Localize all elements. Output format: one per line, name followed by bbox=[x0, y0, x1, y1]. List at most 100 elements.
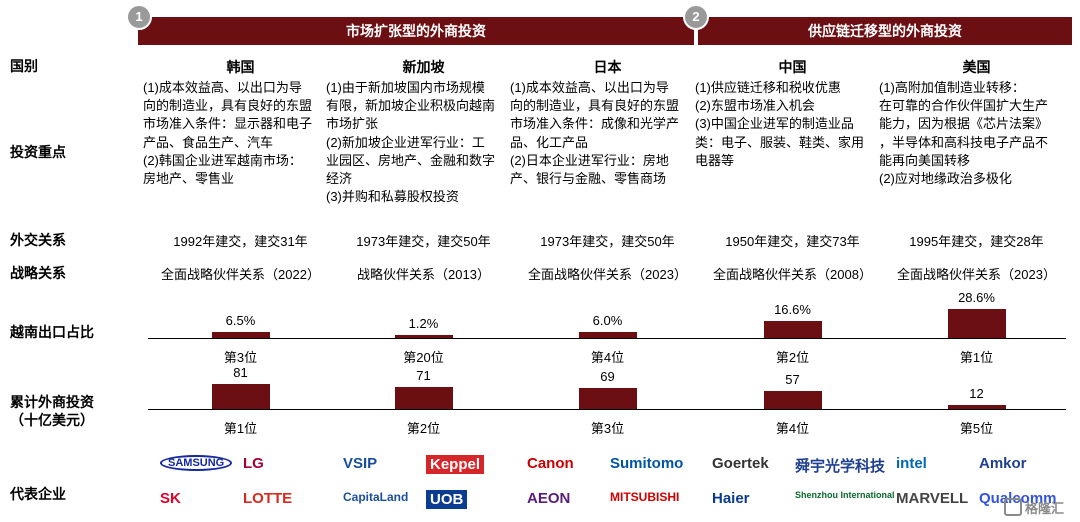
focus-line: 电器等 bbox=[695, 152, 735, 168]
export-share-bar-1 bbox=[395, 335, 453, 338]
company-logo-0-1: LG bbox=[243, 455, 264, 472]
export-rank-1: 第20位 bbox=[403, 350, 444, 365]
focus-line: (1)由于新加坡国内市场规模 bbox=[326, 80, 485, 95]
group2-number-badge: 2 bbox=[683, 4, 709, 30]
fdi-rank-2: 第3位 bbox=[590, 421, 625, 436]
row-label-focus: 投资重点 bbox=[10, 144, 66, 160]
focus-line: (2)新加坡企业进军行业：工 bbox=[326, 134, 485, 150]
diplomatic-relation-3: 1950年建交，建交73年 bbox=[725, 234, 860, 249]
focus-line: 类：电子、服装、鞋类、家用 bbox=[695, 134, 865, 150]
fdi-label-1: 71 bbox=[416, 367, 431, 383]
focus-line: 业园区、房地产、金融和数字 bbox=[326, 152, 496, 168]
fdi-bar-2 bbox=[579, 387, 637, 409]
focus-line: (1)高附加值制造业转移： bbox=[879, 80, 1025, 95]
company-logo-0-0: SAMSUNG bbox=[160, 455, 233, 471]
row-label-country: 国别 bbox=[10, 58, 38, 74]
company-logo-2-0: Canon bbox=[527, 455, 574, 472]
company-logo-3-3: Shenzhou International bbox=[795, 490, 895, 500]
row-label-export-share: 越南出口占比 bbox=[10, 324, 94, 340]
company-logo-1-2: CapitaLand bbox=[343, 490, 409, 504]
export-share-bar-0 bbox=[212, 331, 270, 338]
row-label-companies: 代表企业 bbox=[10, 486, 66, 502]
export-rank-3: 第2位 bbox=[775, 350, 810, 365]
export-rank-4: 第1位 bbox=[959, 350, 994, 365]
diplomatic-relation-4: 1995年建交，建交28年 bbox=[909, 234, 1044, 249]
strategic-relation-0: 全面战略伙伴关系（2022） bbox=[161, 267, 320, 282]
group1-header: 市场扩张型的外商投资 bbox=[138, 17, 694, 45]
company-logo-3-1: 舜宇光学科技 bbox=[795, 458, 886, 475]
company-logo-2-2: AEON bbox=[527, 490, 571, 507]
company-logo-1-3: UOB bbox=[426, 490, 468, 509]
focus-line: 市场准入条件：成像和光学产 bbox=[510, 116, 680, 132]
export-share-bar-3 bbox=[764, 321, 822, 338]
investment-focus-1: (1)由于新加坡国内市场规模 有限，新加坡企业积极向越南 市场扩张 (2)新加坡企业进… bbox=[326, 79, 509, 206]
focus-line: (3)并购和私募股权投资 bbox=[326, 189, 459, 205]
focus-line: (1)成本效益高、以出口为导 bbox=[143, 80, 302, 95]
strategic-relation-4: 全面战略伙伴关系（2023） bbox=[897, 267, 1056, 282]
diplomatic-relation-2: 1973年建交，建交50年 bbox=[540, 234, 675, 249]
country-name-1: 新加坡 bbox=[402, 59, 445, 75]
focus-line: 市场扩张 bbox=[326, 116, 379, 132]
focus-line: ，半导体和高科技电子产品不 bbox=[879, 134, 1049, 150]
company-logo-3-0: Goertek bbox=[712, 455, 769, 472]
strategic-relation-2: 全面战略伙伴关系（2023） bbox=[528, 267, 687, 282]
investment-focus-3: (1)供应链迁移和税收优惠 (2)东盟市场准入机会 (3)中国企业进军的制造业品 类：… bbox=[695, 79, 878, 170]
country-name-3: 中国 bbox=[778, 59, 807, 75]
row-label-diplomatic: 外交关系 bbox=[10, 232, 66, 248]
focus-line: (1)成本效益高、以出口为导 bbox=[510, 80, 669, 95]
focus-line: (3)中国企业进军的制造业品 bbox=[695, 116, 854, 132]
company-logo-4-0: intel bbox=[896, 455, 927, 472]
investment-focus-0: (1)成本效益高、以出口为导 向的制造业，具有良好的东盟 市场准入条件：显示器和电子… bbox=[143, 79, 326, 188]
company-logo-0-2: SK bbox=[160, 490, 181, 507]
focus-line: 产品、食品生产、汽车 bbox=[143, 134, 274, 150]
group1-number-badge: 1 bbox=[126, 4, 152, 30]
country-name-2: 日本 bbox=[593, 59, 622, 75]
watermark-text: 格隆汇 bbox=[1025, 501, 1065, 516]
fdi-bar-3 bbox=[764, 391, 822, 409]
investment-focus-4: (1)高附加值制造业转移： 在可靠的合作伙伴国扩大生产 能力，因为根据《芯片法案》 ，… bbox=[879, 79, 1062, 188]
export-share-bar-2 bbox=[579, 332, 637, 338]
fdi-label-0: 81 bbox=[233, 364, 248, 380]
export-share-label-1: 1.2% bbox=[408, 316, 439, 331]
row-label-strategic: 战略关系 bbox=[10, 265, 66, 281]
fdi-label-2: 69 bbox=[600, 368, 615, 384]
focus-line: 品、化工产品 bbox=[510, 134, 589, 150]
group2-title: 供应链迁移型的外商投资 bbox=[808, 23, 962, 39]
watermark: 格隆汇 bbox=[1004, 498, 1064, 517]
investment-focus-2: (1)成本效益高、以出口为导 向的制造业，具有良好的东盟 市场准入条件：成像和光学产… bbox=[510, 79, 693, 188]
focus-line: (2)日本企业进军行业：房地 bbox=[510, 152, 669, 168]
fdi-rank-3: 第4位 bbox=[775, 421, 810, 436]
country-name-0: 韩国 bbox=[226, 59, 255, 75]
fdi-bar-1 bbox=[395, 386, 453, 409]
fdi-bar-0 bbox=[212, 383, 270, 409]
export-share-label-3: 16.6% bbox=[774, 302, 811, 318]
focus-line: (1)供应链迁移和税收优惠 bbox=[695, 80, 841, 95]
fdi-baseline bbox=[148, 409, 1066, 410]
country-name-4: 美国 bbox=[962, 59, 991, 75]
export-share-label-2: 6.0% bbox=[592, 313, 623, 328]
row-label-fdi-line2: （十亿美元） bbox=[10, 412, 94, 428]
row-label-fdi-line1: 累计外商投资 bbox=[10, 394, 94, 410]
focus-line: (2)韩国企业进军越南市场： bbox=[143, 152, 302, 168]
export-share-label-0: 6.5% bbox=[225, 312, 256, 328]
focus-line: 有限，新加坡企业积极向越南 bbox=[326, 98, 496, 114]
company-logo-0-3: LOTTE bbox=[243, 490, 293, 507]
focus-line: (2)东盟市场准入机会 bbox=[695, 98, 815, 114]
focus-line: 向的制造业，具有良好的东盟 bbox=[143, 98, 313, 114]
focus-line: 在可靠的合作伙伴国扩大生产 bbox=[879, 98, 1049, 114]
strategic-relation-1: 战略伙伴关系（2013） bbox=[357, 267, 490, 282]
company-logo-1-1: Keppel bbox=[426, 455, 485, 474]
company-logo-1-0: VSIP bbox=[343, 455, 378, 472]
focus-line: 经济 bbox=[326, 171, 353, 187]
watermark-icon bbox=[1004, 498, 1022, 516]
export-baseline bbox=[148, 338, 1066, 339]
focus-line: 房地产、零售业 bbox=[143, 171, 235, 187]
company-logo-4-2: MARVELL bbox=[896, 490, 969, 507]
company-logo-4-1: Amkor bbox=[979, 455, 1027, 472]
export-share-bar-4 bbox=[948, 309, 1006, 338]
company-logo-2-1: Sumitomo bbox=[610, 455, 684, 472]
focus-line: 市场准入条件：显示器和电子 bbox=[143, 116, 313, 132]
company-logo-2-3: MITSUBISHI bbox=[610, 490, 680, 504]
strategic-relation-3: 全面战略伙伴关系（2008） bbox=[713, 267, 872, 282]
focus-line: 产、银行与金融、零售商场 bbox=[510, 171, 667, 187]
